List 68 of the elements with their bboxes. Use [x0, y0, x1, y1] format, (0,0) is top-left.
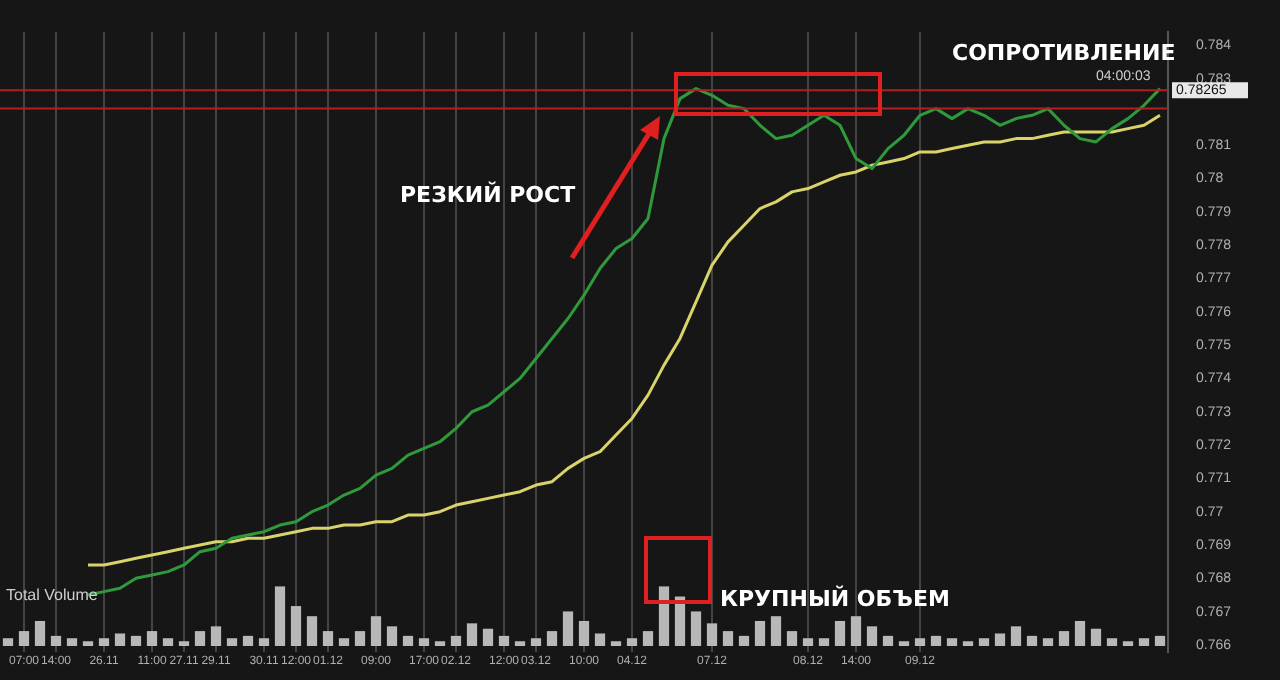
- bar: [690, 611, 702, 646]
- bar: [50, 635, 62, 646]
- bar: [658, 586, 670, 646]
- bar: [802, 638, 814, 646]
- bar: [626, 638, 638, 646]
- bar: [114, 633, 126, 646]
- bar: [1074, 620, 1086, 646]
- bar: [306, 616, 318, 646]
- bar: [722, 631, 734, 646]
- bar: [130, 635, 142, 646]
- bar: [450, 635, 462, 646]
- annotation: РЕЗКИЙ РОСТ: [400, 179, 577, 208]
- bar: [930, 635, 942, 646]
- bar: [498, 635, 510, 646]
- bar: [978, 638, 990, 646]
- bar: [18, 631, 30, 646]
- bar: [370, 616, 382, 646]
- chart-title: Total Volume: [6, 586, 99, 605]
- bar: [210, 626, 222, 646]
- bar: [386, 626, 398, 646]
- bar: [402, 635, 414, 646]
- bar: [818, 638, 830, 646]
- bar: [242, 635, 254, 646]
- bar: [786, 631, 798, 646]
- bar: [290, 606, 302, 646]
- bar: [1154, 635, 1166, 646]
- bar: [738, 635, 750, 646]
- bar: [1058, 631, 1070, 646]
- bar: [754, 620, 766, 646]
- bar: [1106, 638, 1118, 646]
- bar: [834, 620, 846, 646]
- bar: [338, 638, 350, 646]
- bar: [994, 633, 1006, 646]
- bar: [530, 638, 542, 646]
- bar: [482, 628, 494, 646]
- bar: [274, 586, 286, 646]
- bar: [162, 638, 174, 646]
- bar: [562, 611, 574, 646]
- bar: [418, 638, 430, 646]
- bar: [226, 638, 238, 646]
- bar: [466, 623, 478, 646]
- bar: [706, 623, 718, 646]
- bar: [1026, 635, 1038, 646]
- bar: [146, 631, 158, 646]
- bar: [866, 626, 878, 646]
- bar: [1138, 638, 1150, 646]
- annotation: КРУПНЫЙ ОБЪЕМ: [720, 583, 950, 612]
- bar: [946, 638, 958, 646]
- bar: [194, 631, 206, 646]
- bar: [594, 633, 606, 646]
- bar: [914, 638, 926, 646]
- bar: [354, 631, 366, 646]
- bar: [258, 638, 270, 646]
- bar: [1042, 638, 1054, 646]
- bar: [98, 638, 110, 646]
- annotation: СОПРОТИВЛЕНИЕ: [952, 39, 1176, 66]
- bar: [1090, 628, 1102, 646]
- bar: [882, 635, 894, 646]
- bar: [1010, 626, 1022, 646]
- bar: [2, 638, 14, 646]
- bar: [578, 620, 590, 646]
- bar: [770, 616, 782, 646]
- bar: [322, 631, 334, 646]
- bar: [34, 620, 46, 646]
- bar: [850, 616, 862, 646]
- bar: [642, 631, 654, 646]
- bar: [546, 631, 558, 646]
- bar: [66, 638, 78, 646]
